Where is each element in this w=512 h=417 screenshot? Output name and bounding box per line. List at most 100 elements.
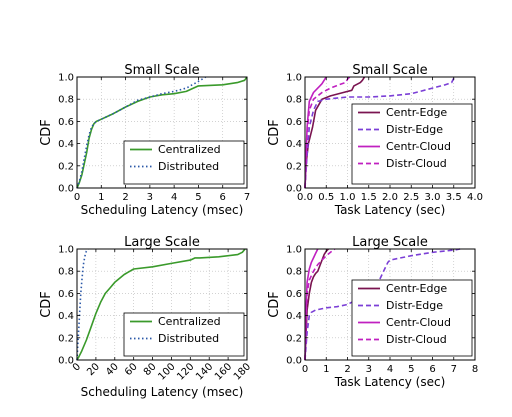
x-tick-label: 3	[366, 364, 372, 375]
legend-label: Centr-Edge	[386, 282, 447, 295]
x-axis-label: Task Latency (sec)	[334, 375, 446, 389]
y-tick-label: 0.2	[286, 333, 302, 344]
x-tick-label: 180	[232, 361, 253, 382]
y-tick-label: 0.6	[286, 289, 302, 300]
legend-label: Distr-Edge	[386, 123, 443, 136]
x-tick-label: 5	[408, 364, 414, 375]
chart-title: Small Scale	[352, 63, 427, 78]
x-tick-label: 0.0	[297, 192, 313, 203]
y-tick-label: 0.8	[286, 95, 302, 106]
x-axis-label: Task Latency (sec)	[334, 203, 446, 217]
x-tick-label: 0.5	[318, 192, 334, 203]
y-axis-label: CDF	[267, 291, 282, 318]
series-line-distributed	[76, 76, 207, 189]
y-tick-label: 0.8	[58, 267, 74, 278]
y-tick-label: 1.0	[58, 73, 74, 84]
series-line-distr-cloud	[304, 248, 336, 361]
chart-title: Small Scale	[124, 63, 199, 78]
series-line-distr-cloud	[304, 76, 351, 189]
y-axis-label: CDF	[39, 291, 54, 318]
x-tick-label: 8	[472, 364, 478, 375]
x-tick-label: 2.5	[403, 192, 419, 203]
y-tick-label: 0.4	[286, 311, 302, 322]
x-tick-label: 100	[156, 361, 177, 382]
x-axis-label: Scheduling Latency (msec)	[81, 203, 244, 217]
y-tick-label: 0.4	[286, 139, 302, 150]
y-tick-label: 0.2	[286, 161, 302, 172]
x-tick-label: 40	[104, 361, 121, 378]
x-tick-label: 4	[387, 364, 393, 375]
legend-label: Distributed	[158, 160, 219, 173]
chart-title: Large Scale	[352, 235, 428, 250]
legend-label: Centr-Cloud	[386, 316, 451, 329]
x-tick-label: 2	[344, 364, 350, 375]
x-tick-label: 1	[98, 192, 104, 203]
x-axis-label: Scheduling Latency (msec)	[81, 385, 244, 399]
x-tick-label: 7	[451, 364, 457, 375]
legend-box	[351, 279, 473, 357]
x-tick-label: 3.5	[446, 192, 462, 203]
y-tick-label: 0.0	[58, 356, 74, 367]
legend-label: Distr-Cloud	[386, 333, 447, 346]
x-tick-label: 1	[323, 364, 329, 375]
x-tick-label: 1.5	[361, 192, 377, 203]
plot-frame	[76, 248, 248, 361]
x-tick-label: 1.0	[340, 192, 356, 203]
y-tick-label: 0.0	[286, 356, 302, 367]
legend: Centralized Distributed	[123, 312, 245, 357]
x-tick-label: 4.0	[467, 192, 483, 203]
y-tick-label: 1.0	[286, 73, 302, 84]
y-tick-label: 0.6	[286, 117, 302, 128]
x-tick-label: 7	[244, 192, 250, 203]
x-tick-label: 2.0	[382, 192, 398, 203]
series-line-distributed	[76, 248, 89, 361]
legend-label: Centr-Cloud	[386, 140, 451, 153]
chart-panel-1: 0 1 2 3 4 5 6 7 0.0 0.2 0.4 0.6 0.8 1.0 Small Scale Sch…	[39, 63, 250, 217]
series-line-centr-cloud	[304, 76, 327, 189]
y-tick-label: 0.6	[58, 289, 74, 300]
legend-box	[123, 140, 245, 185]
x-tick-label: 6	[429, 364, 435, 375]
series-line-centr-cloud	[304, 248, 319, 361]
x-tick-label: 0	[302, 364, 308, 375]
x-tick-label: 3.0	[425, 192, 441, 203]
x-tick-label: 2	[122, 192, 128, 203]
y-tick-label: 0.2	[58, 333, 74, 344]
y-axis-label: CDF	[39, 119, 54, 146]
x-tick-label: 20	[85, 361, 102, 378]
legend-label: Centralized	[158, 143, 221, 156]
chart-title: Large Scale	[124, 235, 200, 250]
legend-label: Centr-Edge	[386, 106, 447, 119]
plot-frame	[76, 76, 248, 189]
legend: Centralized Distributed	[123, 140, 245, 185]
y-tick-label: 0.0	[58, 184, 74, 195]
chart-panel-3: 0 20 40 60 801001201401601800.00.20.40.60.81…	[39, 235, 253, 399]
y-tick-label: 1.0	[286, 245, 302, 256]
chart-panel-2: 0.0 0.5 1.0 1.5 2.0 2.5 3.0 3.5 4.0 0.0 0.2 0.4 0.6 0…	[267, 63, 483, 217]
y-tick-label: 0.4	[58, 139, 74, 150]
legend-label: Distributed	[158, 332, 219, 345]
y-tick-label: 0.8	[286, 267, 302, 278]
y-axis-label: CDF	[267, 119, 282, 146]
x-tick-label: 5	[195, 192, 201, 203]
legend: Centr-Edge Distr-Edge Centr-Cloud Distr-Clo…	[351, 103, 473, 185]
y-tick-label: 0.8	[58, 95, 74, 106]
x-tick-label: 3	[147, 192, 153, 203]
x-tick-label: 0	[74, 192, 80, 203]
series-line-distr-edge	[304, 76, 457, 189]
y-tick-label: 0.2	[58, 161, 74, 172]
legend-label: Centralized	[158, 315, 221, 328]
series-line-centralized	[76, 248, 246, 361]
x-tick-label: 160	[213, 361, 234, 382]
x-tick-label: 6	[220, 192, 226, 203]
x-tick-label: 120	[175, 361, 196, 382]
x-tick-label: 4	[171, 192, 177, 203]
legend-label: Distr-Cloud	[386, 157, 447, 170]
y-tick-label: 0.4	[58, 311, 74, 322]
chart-panel-4: 0 1 2 3 4 5 6 7 8 0.0 0.2 0.4 0.6 0.8 1.0 Large Scale Ta…	[267, 235, 478, 389]
legend-box	[123, 312, 245, 357]
y-tick-label: 0.6	[58, 117, 74, 128]
y-tick-label: 0.0	[286, 184, 302, 195]
legend: Centr-Edge Distr-Edge Centr-Cloud Distr-Clo…	[351, 279, 473, 357]
